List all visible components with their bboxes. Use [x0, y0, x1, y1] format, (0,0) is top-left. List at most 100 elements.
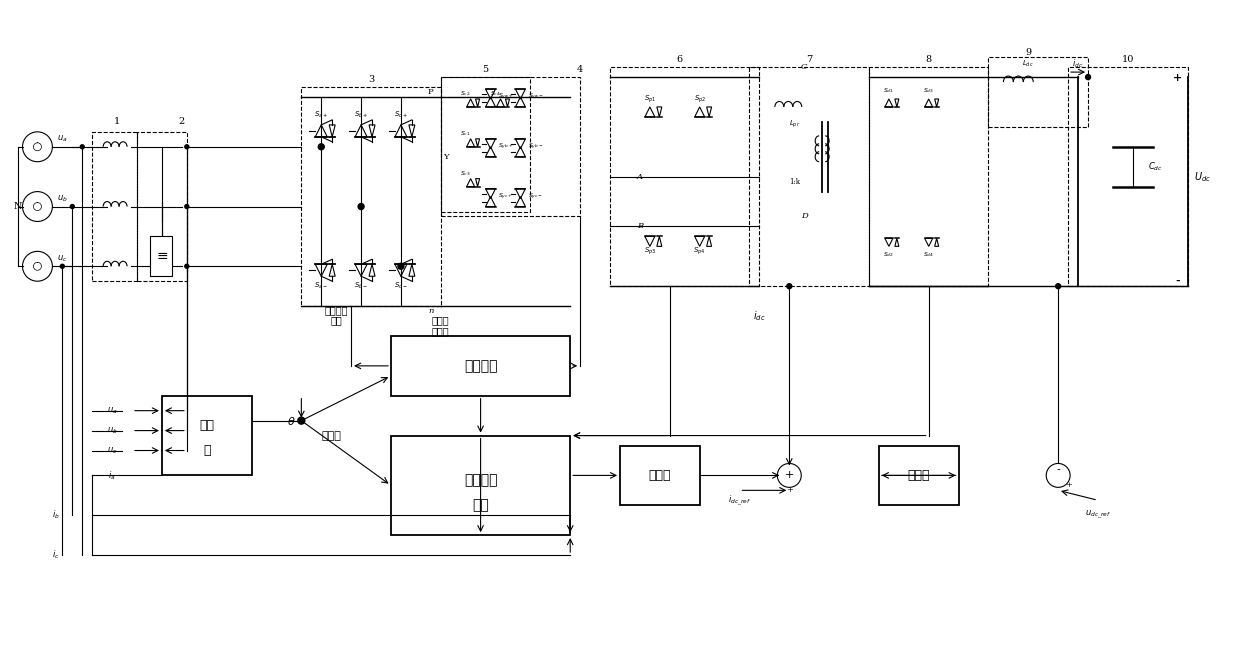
Text: 3: 3 — [368, 75, 374, 83]
Text: 扇区判断: 扇区判断 — [464, 359, 497, 373]
Text: P: P — [428, 88, 434, 96]
Text: $S_{p4}$: $S_{p4}$ — [693, 246, 706, 257]
Text: B: B — [637, 222, 644, 230]
Text: $S_{a+}$: $S_{a+}$ — [314, 110, 329, 120]
Text: ≡: ≡ — [156, 249, 167, 263]
Text: $S_{a-}$: $S_{a-}$ — [314, 281, 329, 291]
Bar — [440, 77, 531, 212]
Circle shape — [71, 204, 74, 208]
Text: -: - — [1176, 276, 1180, 287]
Text: 关驱动: 关驱动 — [432, 328, 450, 336]
Text: $S_{p2}$: $S_{p2}$ — [693, 93, 706, 105]
Bar — [988, 57, 1087, 127]
Text: $S_{ya-}$: $S_{ya-}$ — [528, 92, 543, 102]
Bar — [391, 436, 570, 535]
Text: $C_{dc}$: $C_{dc}$ — [1148, 161, 1163, 173]
Text: 5: 5 — [482, 65, 489, 74]
Circle shape — [319, 144, 324, 150]
Text: n: n — [428, 307, 434, 315]
Bar — [620, 446, 699, 505]
Circle shape — [787, 284, 792, 288]
Text: +: + — [1173, 71, 1182, 83]
Text: $S_{c4}$: $S_{c4}$ — [490, 89, 501, 99]
Bar — [1068, 67, 1188, 286]
Text: $S_{yb-}$: $S_{yb-}$ — [528, 142, 543, 152]
Bar — [391, 336, 570, 396]
Text: A: A — [637, 172, 642, 180]
Circle shape — [61, 264, 64, 268]
Text: 调节器: 调节器 — [649, 469, 671, 482]
Circle shape — [298, 417, 305, 424]
Text: $S_{c+}$: $S_{c+}$ — [394, 110, 408, 120]
Bar — [138, 132, 187, 281]
Text: $S_{b+}$: $S_{b+}$ — [353, 110, 368, 120]
Circle shape — [1055, 284, 1060, 288]
Text: 双向开: 双向开 — [432, 316, 450, 326]
Text: $S_{d4}$: $S_{d4}$ — [923, 250, 934, 259]
Text: $S_{p3}$: $S_{p3}$ — [644, 246, 656, 257]
Text: 三相全桥: 三相全桥 — [325, 306, 348, 316]
Bar — [610, 67, 759, 286]
Text: $i_{dc}$: $i_{dc}$ — [1073, 58, 1084, 71]
Text: 9: 9 — [1025, 48, 1032, 57]
Text: Y: Y — [443, 153, 449, 161]
Bar — [879, 446, 959, 505]
Text: 7: 7 — [806, 55, 812, 64]
Text: $u_a$: $u_a$ — [107, 406, 118, 416]
Text: 环: 环 — [203, 444, 211, 457]
Text: $S_{c1}$: $S_{c1}$ — [460, 129, 471, 139]
Text: 2: 2 — [179, 117, 185, 127]
Text: $L_{pr}$: $L_{pr}$ — [789, 118, 800, 130]
Text: D: D — [801, 212, 807, 220]
Text: $u_b$: $u_b$ — [107, 426, 118, 436]
Circle shape — [185, 145, 188, 149]
Text: $S_{d2}$: $S_{d2}$ — [883, 250, 894, 259]
Text: $S_{d3}$: $S_{d3}$ — [923, 87, 934, 95]
Bar — [749, 67, 869, 286]
Text: 1: 1 — [114, 117, 120, 127]
Text: 锁相: 锁相 — [200, 419, 215, 432]
Text: $S_{d1}$: $S_{d1}$ — [883, 87, 894, 95]
Text: $i_a$: $i_a$ — [108, 469, 115, 482]
Text: 生成: 生成 — [472, 498, 489, 512]
Text: 10: 10 — [1122, 55, 1135, 64]
Text: $S_{c3}$: $S_{c3}$ — [460, 169, 471, 178]
Text: 6: 6 — [677, 55, 683, 64]
Text: $u_{dc\_ref}$: $u_{dc\_ref}$ — [1085, 509, 1111, 521]
Text: $S_{c2}$: $S_{c2}$ — [460, 89, 471, 99]
Bar — [869, 67, 988, 286]
Text: $i_{dc\_ref}$: $i_{dc\_ref}$ — [728, 493, 751, 507]
Text: $S_{c-}$: $S_{c-}$ — [394, 281, 408, 291]
Circle shape — [358, 204, 365, 210]
Circle shape — [398, 263, 404, 269]
Text: $u_b$: $u_b$ — [57, 193, 68, 204]
Text: $\theta$: $\theta$ — [288, 415, 295, 427]
Text: $S_{yc+}$: $S_{yc+}$ — [498, 191, 513, 202]
Text: 控制逻辑: 控制逻辑 — [464, 474, 497, 488]
Text: $L_{dc}$: $L_{dc}$ — [1023, 59, 1034, 69]
Bar — [92, 132, 138, 281]
Text: $U_{dc}$: $U_{dc}$ — [1194, 170, 1211, 184]
Text: -: - — [1056, 466, 1060, 476]
Text: $S_{yc-}$: $S_{yc-}$ — [528, 191, 543, 202]
Circle shape — [185, 264, 188, 268]
Text: $S_{ya+}$: $S_{ya+}$ — [497, 92, 513, 102]
Text: +: + — [786, 486, 792, 494]
Text: 驱动: 驱动 — [330, 316, 342, 326]
Text: $u_a$: $u_a$ — [57, 134, 68, 144]
Text: $S_{p1}$: $S_{p1}$ — [644, 93, 656, 105]
Text: 4: 4 — [577, 65, 583, 74]
Circle shape — [81, 145, 84, 149]
Text: $i_b$: $i_b$ — [52, 509, 61, 521]
Bar — [150, 236, 172, 276]
Text: +: + — [1065, 482, 1071, 490]
Circle shape — [185, 204, 188, 208]
Text: 调节器: 调节器 — [908, 469, 930, 482]
Text: N: N — [14, 202, 22, 211]
Text: 锁相角: 锁相角 — [321, 430, 341, 441]
Text: $i_{dc}$: $i_{dc}$ — [753, 309, 766, 323]
Bar — [301, 87, 440, 306]
Circle shape — [1085, 75, 1090, 79]
Text: 1:k: 1:k — [789, 178, 800, 186]
Text: C: C — [801, 63, 807, 71]
